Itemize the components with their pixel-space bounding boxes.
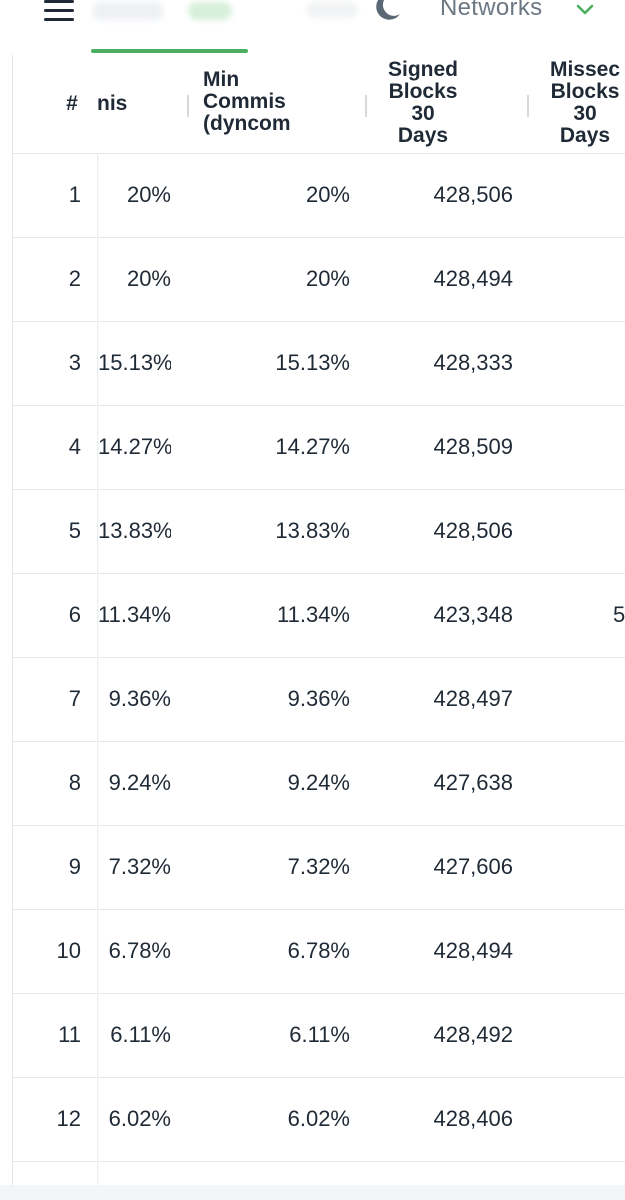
cell-min-commission: 7.32%	[287, 854, 350, 879]
sticky-column-shadow	[97, 153, 99, 1185]
validators-table[interactable]: # nis Min Commis (dyncom Signed Blocks 3…	[12, 55, 625, 1185]
top-bar: Networks	[0, 0, 625, 53]
hamburger-menu-icon[interactable]	[44, 0, 74, 22]
column-separator[interactable]	[187, 95, 189, 117]
cell-commission: 20%	[126, 266, 171, 291]
cell-signed-blocks: 428,497	[433, 686, 513, 711]
cell-missed-blocks	[613, 153, 625, 237]
nav-item-blurred[interactable]	[306, 2, 358, 18]
table-row[interactable]: 9 7.32% 7.32% 427,606	[13, 825, 625, 910]
cell-missed-blocks	[613, 657, 625, 741]
cell-rank: 8	[68, 770, 81, 795]
cell-rank: 2	[68, 266, 81, 291]
cell-min-commission: 20%	[305, 266, 350, 291]
cell-missed-blocks	[613, 741, 625, 825]
cell-rank: 5	[68, 518, 81, 543]
cell-signed-blocks: 428,509	[433, 434, 513, 459]
nav-badge-blurred	[188, 2, 232, 20]
cell-commission: 6.02%	[108, 1106, 171, 1131]
column-separator[interactable]	[527, 95, 529, 117]
cell-min-commission: 13.83%	[275, 518, 350, 543]
cell-rank: 11	[58, 1022, 81, 1047]
column-header-rank[interactable]: #	[66, 93, 78, 115]
cell-min-commission: 6.78%	[287, 938, 350, 963]
cell-commission: 6.78%	[108, 938, 171, 963]
cell-rank: 4	[68, 434, 81, 459]
cell-rank: 1	[68, 182, 81, 207]
cell-signed-blocks: 428,494	[433, 938, 513, 963]
cell-missed-blocks	[613, 909, 625, 993]
cell-missed-blocks	[613, 321, 625, 405]
cell-commission: 9.24%	[108, 770, 171, 795]
cell-min-commission: 11.34%	[277, 602, 350, 627]
table-row[interactable]: 7 9.36% 9.36% 428,497	[13, 657, 625, 742]
table-row[interactable]: 10 6.78% 6.78% 428,494	[13, 909, 625, 994]
cell-missed-blocks	[613, 993, 625, 1077]
cell-missed-blocks	[613, 825, 625, 909]
cell-missed-blocks	[613, 237, 625, 321]
chevron-down-icon[interactable]	[575, 2, 595, 18]
cell-rank: 10	[56, 938, 81, 963]
cell-commission: 6.11%	[110, 1022, 171, 1047]
cell-signed-blocks: 427,606	[433, 854, 513, 879]
column-separator[interactable]	[365, 95, 367, 117]
table-row[interactable]: 3 15.13% 15.13% 428,333	[13, 321, 625, 406]
cell-rank: 6	[68, 602, 81, 627]
cell-commission: 14.27%	[98, 434, 171, 459]
cell-missed-blocks	[613, 489, 625, 573]
cell-commission: 11.34%	[98, 602, 171, 627]
table-row[interactable]: 2 20% 20% 428,494	[13, 237, 625, 322]
nav-tab-blurred[interactable]	[92, 2, 164, 20]
table-row[interactable]: 5 13.83% 13.83% 428,506	[13, 489, 625, 574]
cell-signed-blocks: 428,506	[433, 182, 513, 207]
table-row[interactable]: 12 6.02% 6.02% 428,406	[13, 1077, 625, 1162]
cell-signed-blocks: 427,638	[433, 770, 513, 795]
cell-signed-blocks: 428,406	[433, 1106, 513, 1131]
bottom-bar	[0, 1185, 625, 1200]
networks-dropdown-label[interactable]: Networks	[440, 0, 543, 21]
active-tab-indicator	[91, 49, 248, 53]
cell-rank: 12	[56, 1106, 81, 1131]
cell-missed-blocks: 5	[613, 602, 625, 627]
cell-min-commission: 6.11%	[289, 1022, 350, 1047]
cell-min-commission: 6.02%	[287, 1106, 350, 1131]
cell-rank: 3	[68, 350, 81, 375]
table-row[interactable]: 4 14.27% 14.27% 428,509	[13, 405, 625, 490]
table-header: # nis Min Commis (dyncom Signed Blocks 3…	[13, 55, 625, 154]
cell-missed-blocks	[613, 1077, 625, 1161]
column-header-min-commission[interactable]: Min Commis (dyncom	[203, 69, 291, 135]
cell-commission: 9.36%	[108, 686, 171, 711]
cell-signed-blocks: 428,333	[433, 350, 513, 375]
column-header-signed-blocks[interactable]: Signed Blocks 30 Days	[387, 59, 458, 147]
cell-min-commission: 20%	[305, 182, 350, 207]
cell-missed-blocks	[613, 405, 625, 489]
table-row[interactable]: 1 20% 20% 428,506	[13, 153, 625, 238]
cell-commission: 15.13%	[98, 350, 171, 375]
column-header-commission[interactable]: nis	[97, 93, 128, 115]
cell-commission: 7.32%	[108, 854, 171, 879]
cell-min-commission: 9.36%	[287, 686, 350, 711]
cell-signed-blocks: 428,506	[433, 518, 513, 543]
cell-commission: 13.83%	[98, 518, 171, 543]
moon-icon[interactable]	[370, 0, 404, 24]
cell-min-commission: 15.13%	[275, 350, 350, 375]
table-row[interactable]: 6 11.34% 11.34% 423,348 5	[13, 573, 625, 658]
cell-min-commission: 14.27%	[275, 434, 350, 459]
cell-signed-blocks: 428,494	[433, 266, 513, 291]
cell-signed-blocks: 423,348	[433, 602, 513, 627]
cell-min-commission: 9.24%	[287, 770, 350, 795]
cell-rank: 9	[68, 854, 81, 879]
table-row[interactable]: 11 6.11% 6.11% 428,492	[13, 993, 625, 1078]
cell-signed-blocks: 428,492	[433, 1022, 513, 1047]
table-row[interactable]: 8 9.24% 9.24% 427,638	[13, 741, 625, 826]
column-header-missed-blocks[interactable]: Missec Blocks 30 Days	[549, 59, 621, 147]
cell-rank: 7	[68, 686, 81, 711]
cell-commission: 20%	[126, 182, 171, 207]
